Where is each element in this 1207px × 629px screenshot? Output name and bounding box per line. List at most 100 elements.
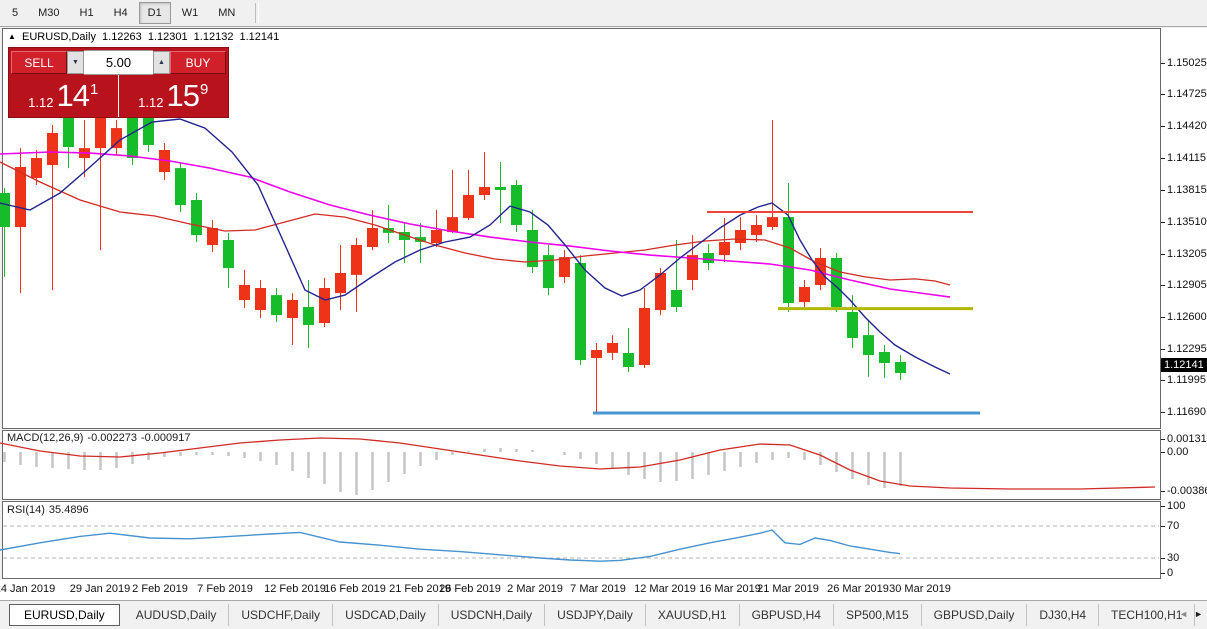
sell-price-sup: 1 <box>89 80 99 98</box>
date-label: 29 Jan 2019 <box>69 583 131 595</box>
macd-axis-tick <box>1161 438 1165 440</box>
buy-price-sup: 9 <box>199 80 209 98</box>
date-label: 30 Mar 2019 <box>889 583 951 595</box>
macd-signal-value: -0.000917 <box>140 432 191 444</box>
chart-title: ▲ EURUSD,Daily 1.12263 1.12301 1.12132 1… <box>8 31 282 43</box>
instrument-tab-usdjpy[interactable]: USDJPY,Daily <box>545 604 646 626</box>
instrument-tab-audusd[interactable]: AUDUSD,Daily <box>124 604 230 626</box>
timeframe-toolbar: 5 M30 H1 H4 D1 W1 MN <box>0 0 1207 27</box>
instrument-tab-usdchf[interactable]: USDCHF,Daily <box>229 604 334 626</box>
price-axis-tick <box>1161 253 1165 255</box>
collapse-icon[interactable]: ▲ <box>8 32 16 41</box>
rsi-name: RSI(14) <box>7 504 45 516</box>
macd-axis-label: 0.001313 <box>1167 432 1207 445</box>
toolbar-separator <box>255 3 260 23</box>
price-axis-tick <box>1161 316 1165 318</box>
price-axis-label: 1.11995 <box>1167 374 1206 387</box>
ma-slow-line <box>0 151 951 298</box>
price-axis-label: 1.12905 <box>1167 279 1207 291</box>
buy-price[interactable]: 1.12 15 9 <box>119 75 229 117</box>
macd-main-value: -0.002273 <box>87 432 137 444</box>
instrument-tab-usdcnh[interactable]: USDCNH,Daily <box>439 604 546 626</box>
instrument-tab-tech100[interactable]: TECH100,H1 <box>1099 604 1196 626</box>
trade-controls-row: SELL ▼ ▲ BUY <box>9 48 228 75</box>
price-axis[interactable]: 1.15025 1.14725 1.14420 1.14115 1.13815 1.135… <box>1161 28 1207 579</box>
ma-medium-line <box>0 161 951 286</box>
timeframe-button-mn[interactable]: MN <box>218 7 236 19</box>
price-axis-tick <box>1161 412 1165 414</box>
rsi-value: 35.4896 <box>48 504 89 516</box>
instrument-tab-usdcad[interactable]: USDCAD,Daily <box>333 604 439 626</box>
rsi-axis-tick <box>1161 526 1165 527</box>
tab-scroll-right-icon[interactable]: ► <box>1194 609 1203 619</box>
chart-title-symbol: EURUSD,Daily <box>21 31 96 43</box>
volume-increase-button[interactable]: ▲ <box>153 51 170 74</box>
buy-price-big: 15 <box>166 78 199 113</box>
price-axis-tick <box>1161 348 1165 350</box>
instrument-tab-eurusd[interactable]: EURUSD,Daily <box>9 604 120 626</box>
date-label: 16 Feb 2019 <box>324 583 386 595</box>
price-axis-label: 1.14725 <box>1167 88 1207 101</box>
instrument-tab-gbpusd[interactable]: GBPUSD,H4 <box>740 604 834 626</box>
timeframe-button-m30[interactable]: M30 <box>38 7 60 19</box>
chart-tab-bar: EURUSD,Daily AUDUSD,Daily USDCHF,Daily USDC… <box>0 600 1207 629</box>
macd-label: MACD(12,26,9) -0.002273 -0.000917 <box>7 432 195 444</box>
sell-price-big: 14 <box>56 78 89 113</box>
date-label: 21 Mar 2019 <box>757 583 819 595</box>
price-axis-label: 1.14420 <box>1167 120 1207 133</box>
date-label: 7 Mar 2019 <box>570 583 626 595</box>
rsi-axis-label: 100 <box>1167 500 1186 512</box>
chart-title-low: 1.12132 <box>193 31 234 43</box>
instrument-tab-sp500[interactable]: SP500,M15 <box>834 604 922 626</box>
date-label: 7 Feb 2019 <box>197 583 253 595</box>
rsi-axis-label: 30 <box>1167 552 1180 564</box>
rsi-line <box>0 529 901 562</box>
timeframe-button-d1[interactable]: D1 <box>138 2 171 24</box>
rsi-axis-tick <box>1161 558 1165 559</box>
rsi-pane[interactable] <box>0 501 1163 579</box>
date-label: 16 Mar 2019 <box>699 583 761 595</box>
price-axis-tick <box>1161 380 1165 382</box>
timeframe-button-h1[interactable]: H1 <box>79 7 94 19</box>
macd-axis-label: 0.00 <box>1167 446 1189 458</box>
price-axis-label: 1.13815 <box>1167 183 1207 196</box>
price-axis-label: 1.12600 <box>1167 310 1207 323</box>
price-axis-tick <box>1161 94 1165 96</box>
timeframe-button-5[interactable]: 5 <box>12 7 19 19</box>
volume-input[interactable] <box>84 50 153 75</box>
tab-scroll-left-icon[interactable]: ◄ <box>1179 609 1189 619</box>
date-label: 2 Mar 2019 <box>507 583 563 595</box>
instrument-tab-xauusd[interactable]: XAUUSD,H1 <box>646 604 740 626</box>
date-label: 21 Feb 2019 <box>389 583 451 595</box>
price-axis-tick <box>1161 221 1165 223</box>
buy-price-prefix: 1.12 <box>138 94 164 110</box>
rsi-axis-label: 70 <box>1167 520 1180 532</box>
chevron-down-icon: ▼ <box>72 59 79 66</box>
rsi-axis-tick <box>1161 506 1165 507</box>
instrument-tab-dj30[interactable]: DJ30,H4 <box>1027 604 1100 626</box>
rsi-axis-tick <box>1161 573 1165 574</box>
timeframe-button-w1[interactable]: W1 <box>181 7 199 19</box>
price-axis-tick <box>1161 63 1165 65</box>
price-axis-label: 1.12295 <box>1167 342 1207 355</box>
time-axis[interactable]: 24 Jan 2019 29 Jan 2019 2 Feb 2019 7 Feb 20… <box>0 579 1207 600</box>
trade-prices-row: 1.12 14 1 1.12 15 9 <box>9 75 228 117</box>
volume-decrease-button[interactable]: ▼ <box>67 51 84 74</box>
sell-price-prefix: 1.12 <box>28 94 54 110</box>
rsi-axis-label: 0 <box>1167 567 1174 579</box>
price-axis-tick <box>1161 189 1165 191</box>
chevron-up-icon: ▲ <box>158 59 165 66</box>
sell-price[interactable]: 1.12 14 1 <box>9 75 119 117</box>
macd-axis-tick <box>1161 490 1165 492</box>
instrument-tab-gbpusd[interactable]: GBPUSD,Daily <box>922 604 1028 626</box>
sell-button[interactable]: SELL <box>11 51 67 74</box>
current-price-tag: 1.12141 <box>1161 358 1207 372</box>
price-axis-label: 1.13510 <box>1167 215 1207 228</box>
price-axis-label: 1.11690 <box>1167 406 1206 419</box>
macd-pane[interactable] <box>0 430 1163 500</box>
buy-button[interactable]: BUY <box>170 51 226 74</box>
timeframe-button-h4[interactable]: H4 <box>113 7 128 19</box>
ma-fast-line <box>0 118 951 375</box>
